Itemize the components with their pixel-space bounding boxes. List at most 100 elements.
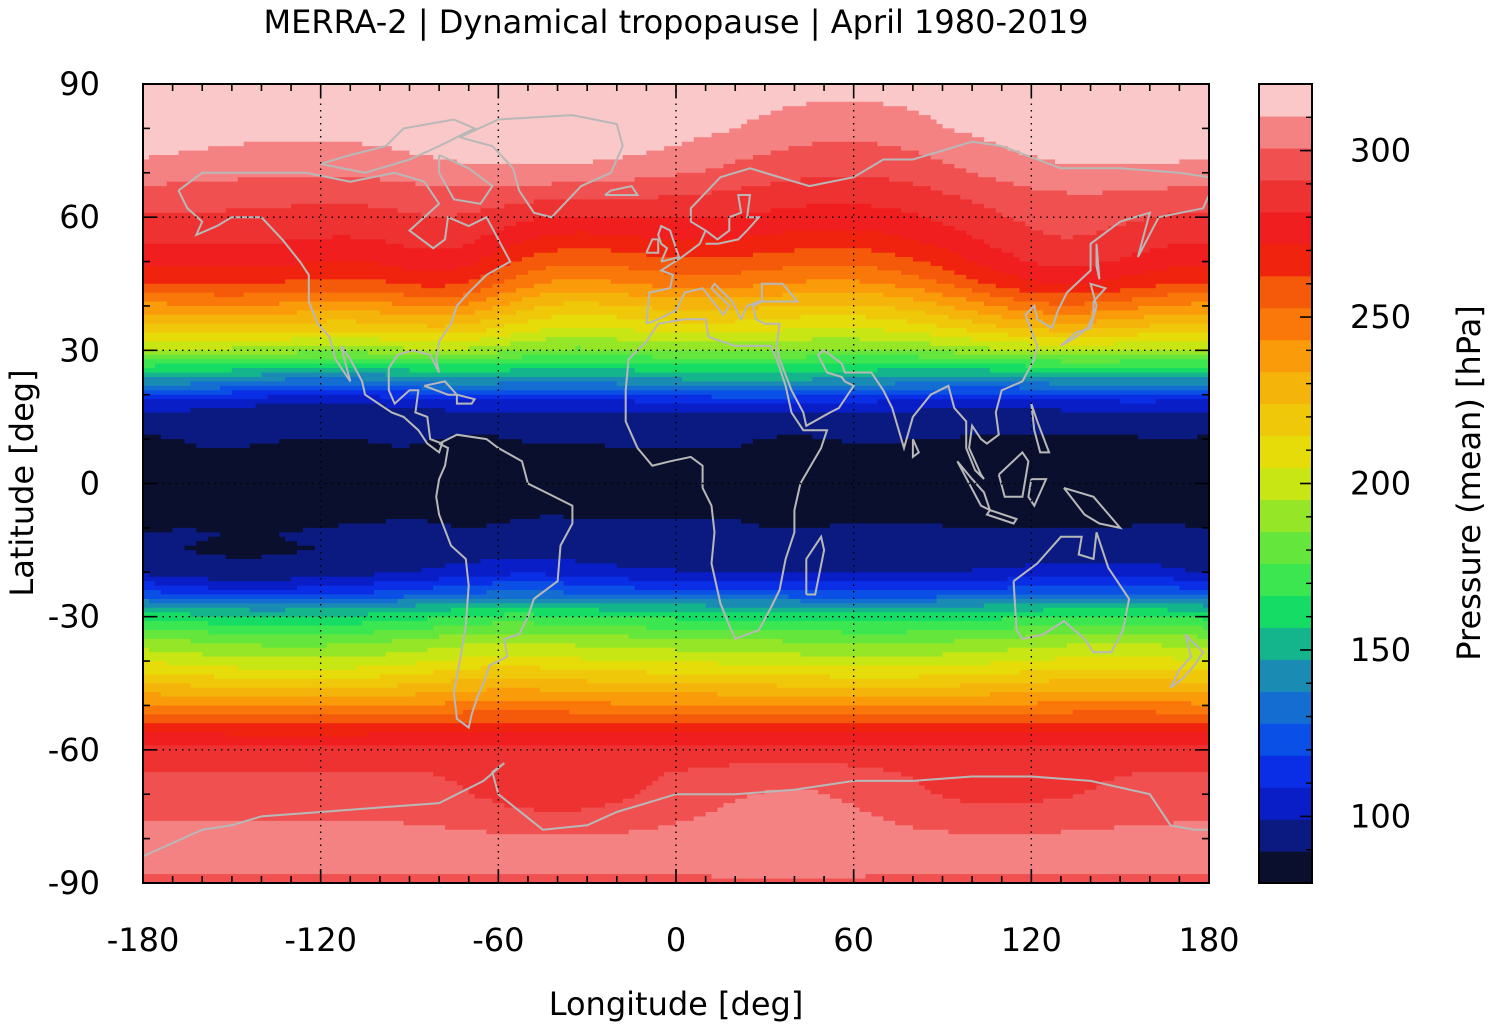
- y-tick-label: 30: [59, 331, 100, 369]
- heatmap-cell: [143, 430, 1209, 436]
- heatmap-cell: [545, 265, 630, 272]
- heatmap-cell: [486, 297, 523, 303]
- heatmap-cell: [812, 376, 1209, 383]
- heatmap-cell: [462, 785, 647, 791]
- heatmap-cell: [433, 669, 647, 675]
- heatmap-cell: [539, 328, 636, 334]
- heatmap-cell: [693, 137, 985, 143]
- heatmap-cell: [480, 319, 529, 325]
- heatmap-cell: [1096, 261, 1209, 267]
- colorbar-segment: [1259, 723, 1312, 756]
- heatmap-cell: [143, 221, 517, 227]
- heatmap-cell: [255, 403, 387, 409]
- heatmap-cell: [143, 749, 1209, 755]
- heatmap-cell: [143, 860, 1209, 866]
- heatmap-cell: [143, 363, 156, 369]
- heatmap-cell: [498, 434, 778, 440]
- coastline: [705, 194, 762, 245]
- heatmap-cell: [143, 470, 1209, 476]
- heatmap-cell: [143, 283, 422, 289]
- heatmap-cell: [1203, 616, 1209, 622]
- y-tick-label: -90: [48, 864, 100, 902]
- heatmap-cell: [1049, 328, 1086, 334]
- heatmap-cell: [1102, 279, 1209, 285]
- heatmap-cell: [385, 519, 428, 525]
- heatmap-cell: [1203, 603, 1209, 609]
- heatmap-cell: [782, 638, 955, 644]
- heatmap-cell: [143, 625, 434, 631]
- heatmap-cell: [1001, 616, 1204, 622]
- heatmap-cell: [859, 279, 938, 285]
- heatmap-cell: [841, 629, 908, 636]
- heatmap-cell: [918, 274, 967, 280]
- heatmap-cell: [368, 350, 499, 356]
- heatmap-cell: [1179, 585, 1209, 591]
- heatmap-cell: [1007, 585, 1180, 591]
- heatmap-cell: [747, 234, 902, 240]
- heatmap-cell: [456, 159, 594, 165]
- heatmap-cell: [622, 798, 736, 804]
- x-tick-labels: -180 -120 -60 0 60 120 180: [107, 921, 1240, 959]
- heatmap-cell: [954, 226, 1032, 232]
- heatmap-cell: [143, 496, 1209, 502]
- heatmap-cell: [480, 288, 517, 294]
- heatmap-cell: [498, 314, 553, 320]
- heatmap-cell: [143, 634, 440, 640]
- colorbar-segment: [1259, 179, 1312, 213]
- heatmap-cell: [450, 523, 488, 529]
- heatmap-cell: [889, 177, 997, 183]
- heatmap-cell: [936, 598, 1209, 604]
- coastline: [985, 509, 1019, 525]
- heatmap-cell: [539, 514, 565, 520]
- heatmap-cell: [261, 372, 387, 378]
- heatmap-cell: [143, 137, 695, 143]
- heatmap-cell: [498, 350, 955, 356]
- heatmap-cell: [143, 368, 233, 374]
- heatmap-cell: [433, 772, 665, 778]
- heatmap-cell: [782, 292, 884, 298]
- heatmap-cell: [362, 621, 494, 627]
- heatmap-cell: [261, 554, 1209, 560]
- heatmap-cell: [628, 292, 784, 298]
- heatmap-cell: [143, 172, 677, 178]
- heatmap-cell: [628, 829, 950, 835]
- heatmap-cell: [148, 598, 399, 604]
- heatmap-cell: [1191, 701, 1209, 707]
- heatmap-cell: [1161, 563, 1209, 569]
- heatmap-cell: [391, 443, 411, 449]
- heatmap-cell: [492, 252, 535, 258]
- heatmap-cell: [143, 554, 227, 560]
- heatmap-cell: [877, 141, 997, 147]
- heatmap-cell: [966, 328, 1050, 334]
- heatmap-cell: [1090, 310, 1209, 316]
- heatmap-cell: [190, 683, 399, 689]
- heatmap-cell: [942, 794, 1074, 800]
- heatmap-cell: [184, 545, 316, 551]
- heatmap-cell: [729, 763, 849, 769]
- heatmap-cell: [895, 252, 961, 258]
- heatmap-cell: [1143, 314, 1209, 320]
- heatmap-cell: [847, 763, 1209, 769]
- heatmap-cell: [208, 146, 393, 152]
- heatmap-cell: [143, 834, 1209, 840]
- heatmap-cell: [883, 101, 1209, 107]
- heatmap-cell: [930, 155, 1038, 161]
- heatmap-cell: [883, 767, 1209, 773]
- heatmap-cell: [225, 554, 263, 560]
- heatmap-cell: [160, 590, 375, 596]
- heatmap-cell: [486, 687, 541, 693]
- heatmap-cell: [752, 439, 843, 445]
- heatmap-cell: [563, 590, 1209, 596]
- heatmap-cell: [143, 208, 227, 214]
- heatmap-cell: [978, 172, 1209, 178]
- heatmap-cell: [225, 732, 369, 738]
- heatmap-cell: [1060, 829, 1209, 835]
- heatmap-cell: [776, 683, 961, 689]
- heatmap-cell: [906, 319, 973, 325]
- heatmap-cell: [954, 350, 1209, 356]
- heatmap-cell: [143, 820, 405, 826]
- heatmap-cell: [1114, 825, 1209, 831]
- x-axis-label: Longitude [deg]: [549, 985, 804, 1023]
- heatmap-cell: [143, 305, 494, 311]
- heatmap-cell: [143, 194, 659, 201]
